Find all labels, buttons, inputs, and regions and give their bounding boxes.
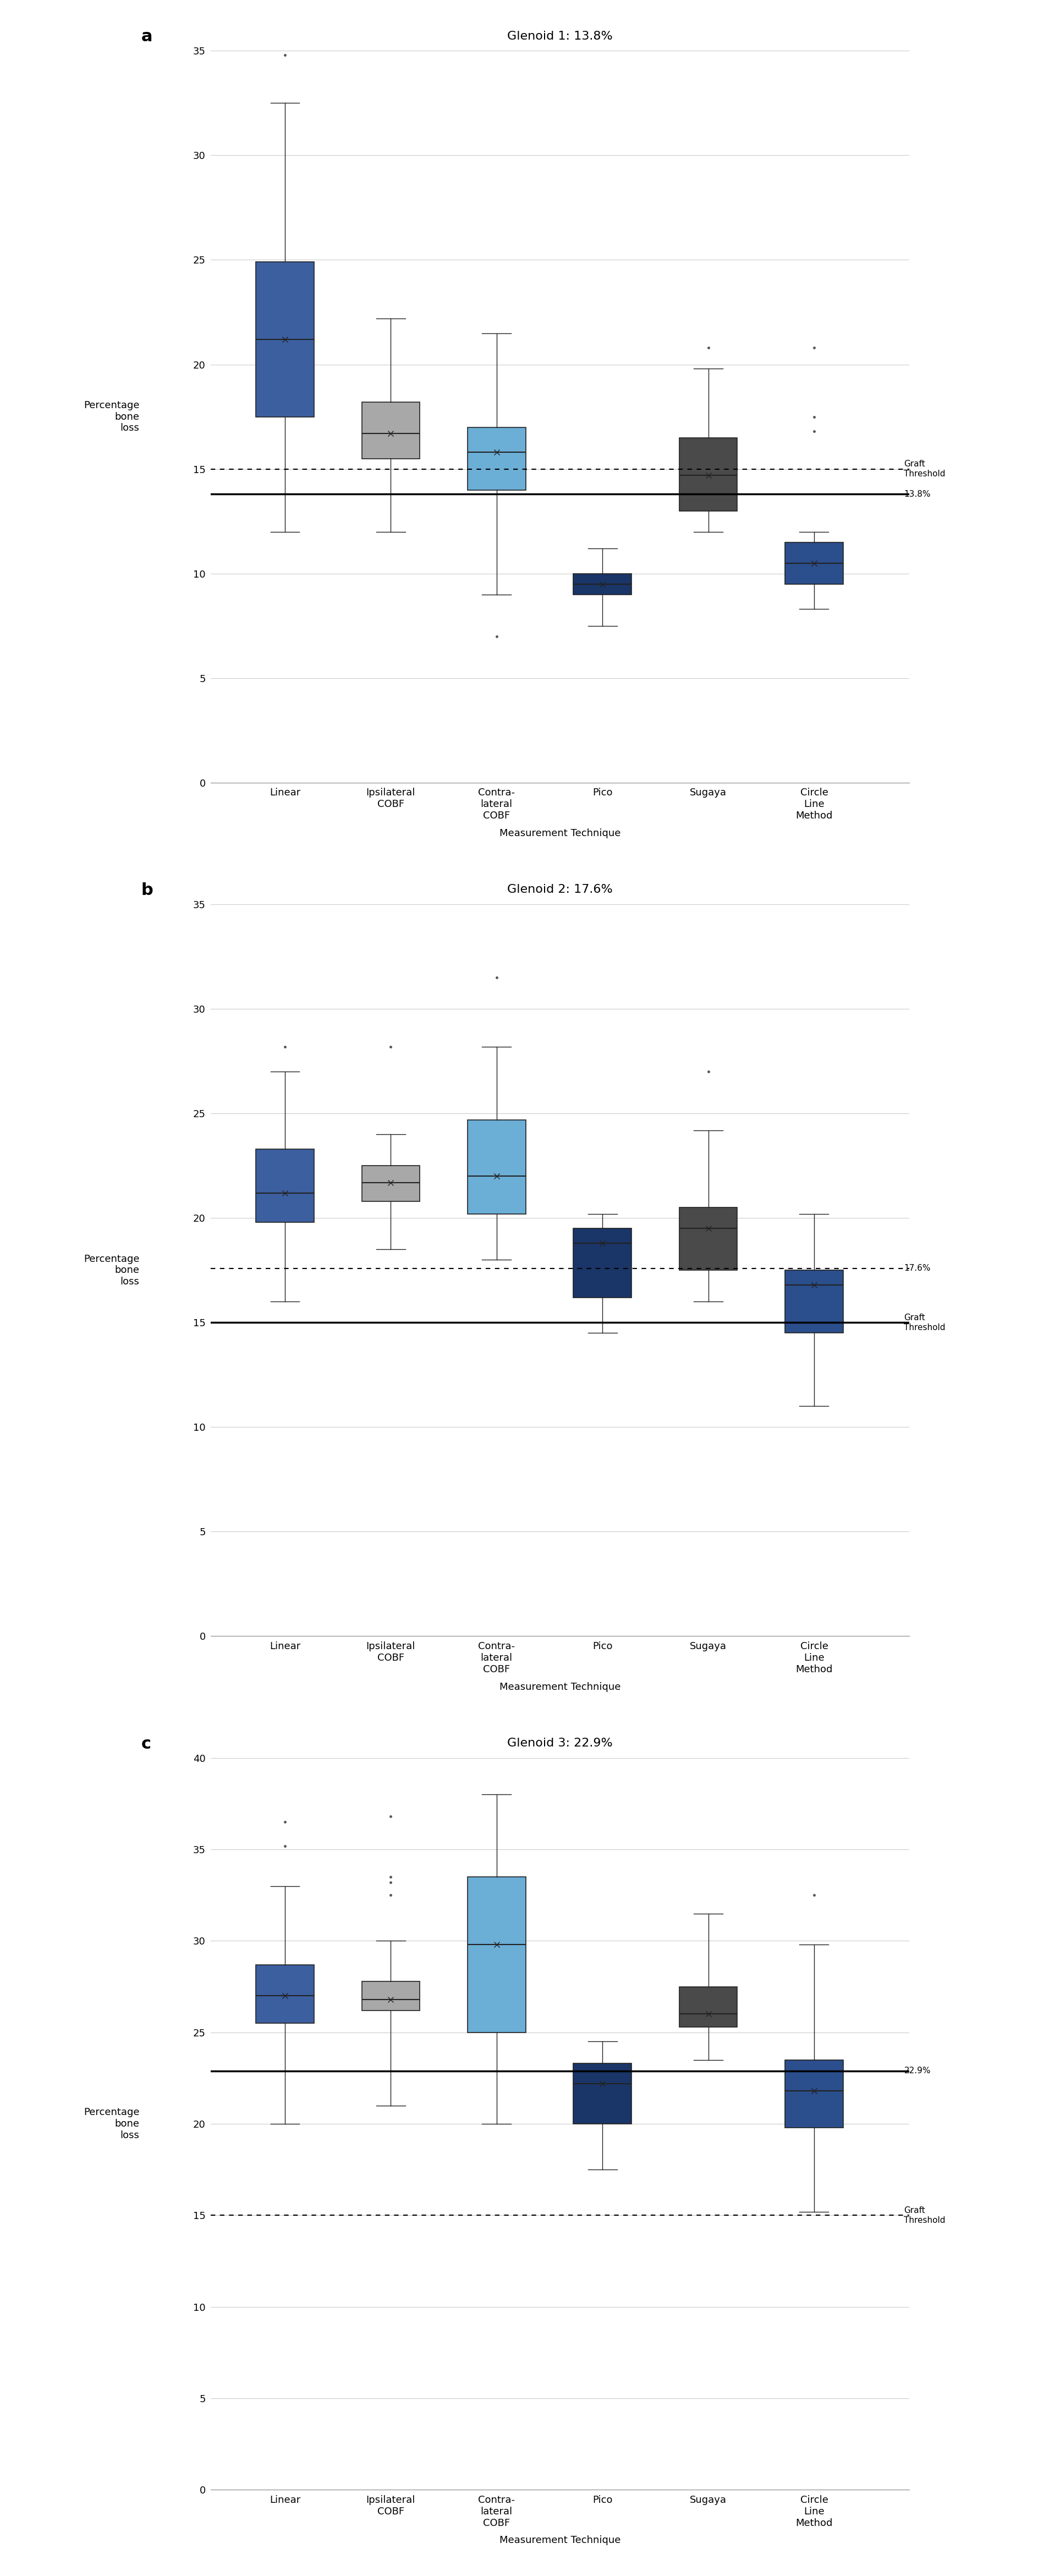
PathPatch shape [573,2063,632,2123]
Title: Glenoid 3: 22.9%: Glenoid 3: 22.9% [508,1739,613,1749]
PathPatch shape [785,1270,843,1332]
PathPatch shape [679,1986,738,2027]
PathPatch shape [255,1149,314,1221]
X-axis label: Measurement Technique: Measurement Technique [499,2535,621,2545]
PathPatch shape [255,1965,314,2022]
Text: Graft
Threshold: Graft Threshold [904,461,946,479]
Y-axis label: Percentage
bone
loss: Percentage bone loss [84,399,140,433]
PathPatch shape [785,541,843,585]
PathPatch shape [361,1981,420,2009]
PathPatch shape [467,428,526,489]
Title: Glenoid 1: 13.8%: Glenoid 1: 13.8% [508,31,613,41]
Text: a: a [141,28,153,44]
Text: Graft
Threshold: Graft Threshold [904,2208,946,2223]
Text: 17.6%: 17.6% [904,1265,931,1273]
Title: Glenoid 2: 17.6%: Glenoid 2: 17.6% [508,884,613,894]
X-axis label: Measurement Technique: Measurement Technique [499,1682,621,1692]
Y-axis label: Percentage
bone
loss: Percentage bone loss [84,2107,140,2141]
PathPatch shape [573,574,632,595]
Text: 13.8%: 13.8% [904,489,931,497]
PathPatch shape [679,1208,738,1270]
PathPatch shape [679,438,738,510]
Text: b: b [141,884,153,899]
PathPatch shape [467,1878,526,2032]
Text: c: c [141,1736,151,1752]
PathPatch shape [361,1167,420,1200]
Text: Graft
Threshold: Graft Threshold [904,1314,946,1332]
X-axis label: Measurement Technique: Measurement Technique [499,829,621,837]
PathPatch shape [255,263,314,417]
PathPatch shape [467,1121,526,1213]
Text: 22.9%: 22.9% [904,2066,931,2074]
Y-axis label: Percentage
bone
loss: Percentage bone loss [84,1255,140,1285]
PathPatch shape [361,402,420,459]
PathPatch shape [785,2061,843,2128]
PathPatch shape [573,1229,632,1298]
